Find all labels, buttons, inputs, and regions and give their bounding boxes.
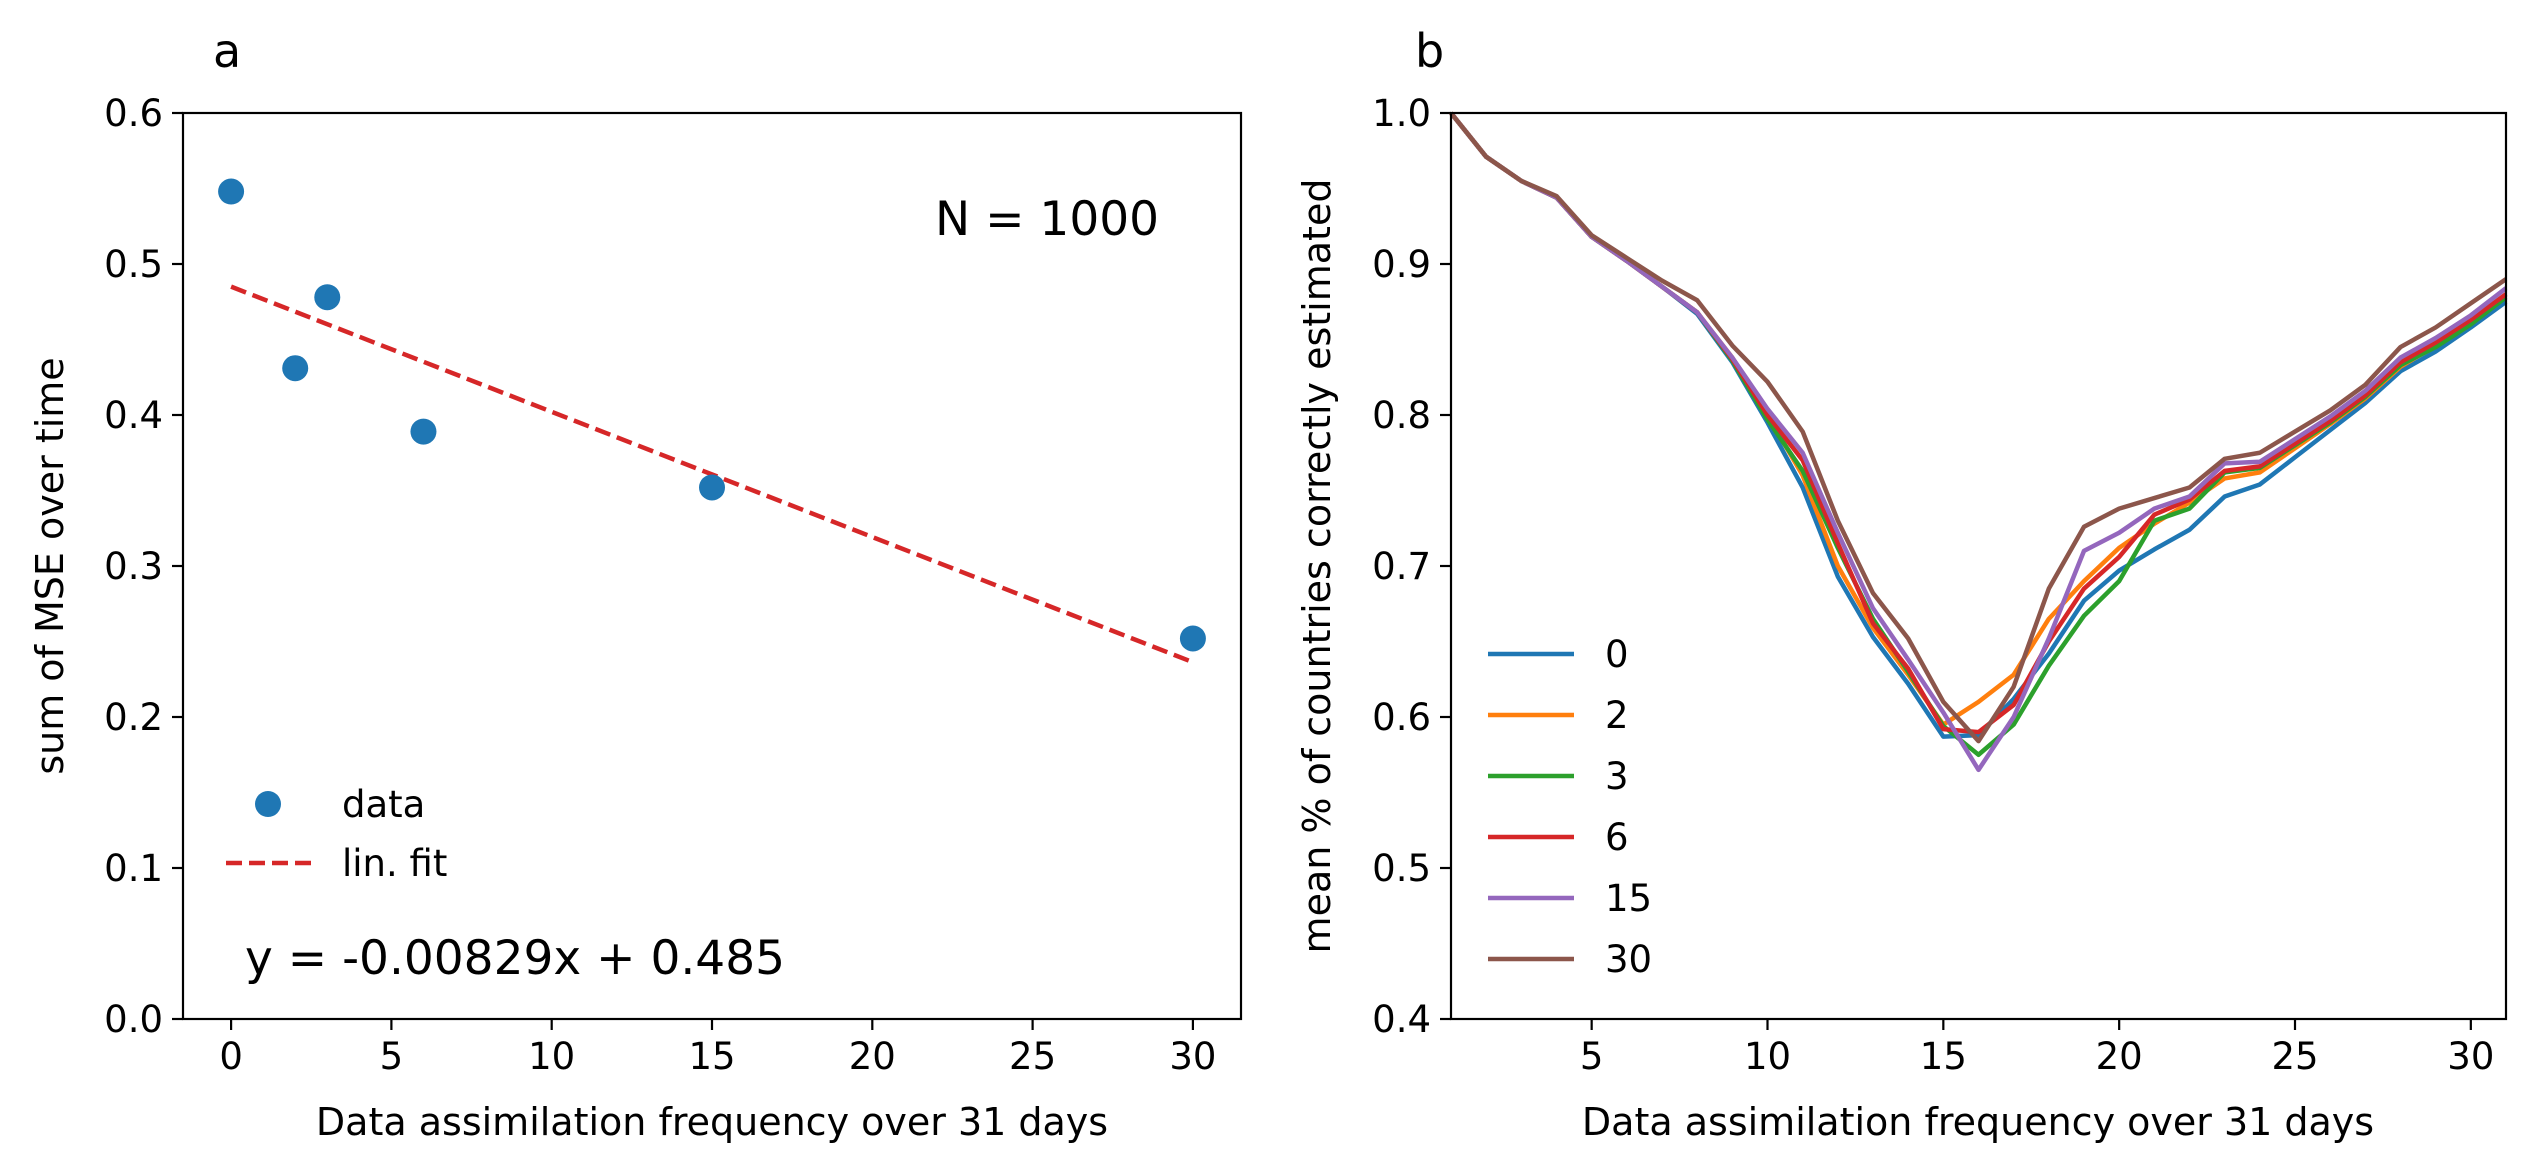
panel-a-y-tick-label: 0.5: [104, 243, 163, 286]
panel-a-x-tick-label: 25: [1009, 1035, 1056, 1078]
legend-label-6: 6: [1605, 816, 1629, 859]
panel-a-x-tick-label: 0: [219, 1035, 243, 1078]
linear-fit-line: [230, 284, 1194, 665]
series-line-15: [1449, 111, 2508, 773]
panel-a-letter: a: [213, 24, 241, 78]
panel-b-y-axis-label: mean % of countries correctly estimated: [1295, 179, 1339, 954]
fit-equation: y = -0.00829x + 0.485: [245, 931, 785, 986]
legend-data-label: data: [342, 783, 425, 826]
data-point: [410, 418, 437, 445]
panel-a-y-tick-label: 0.3: [104, 545, 163, 588]
data-point: [1179, 625, 1206, 652]
panel-b-legend: 0 2 3 6 15 30: [1488, 633, 1652, 981]
panel-b-x-tick-label: 30: [2447, 1035, 2494, 1078]
series-line-30: [1449, 111, 2508, 744]
panel-b-y-tick-label: 0.7: [1372, 545, 1431, 588]
panel-a-y-tick-label: 0.2: [104, 696, 163, 739]
panel-a-y-tick-label: 0.6: [104, 92, 163, 135]
panel-a-legend: data lin. fit: [226, 783, 447, 885]
panel-a-axes-frame: [181, 111, 1243, 1021]
panel-b-ticks: 5 10 15 20 25 300.40.50.60.70.80.91.0: [1372, 92, 2494, 1078]
panel-a-ticks: 0 5 10 15 20 25 30 0.0 0.1 0.2 0.3 0.4 0.5 0.6: [104, 92, 1216, 1078]
panel-b-letter: b: [1415, 24, 1444, 78]
legend-label-3: 3: [1605, 755, 1629, 798]
panel-a-x-tick-label: 10: [528, 1035, 575, 1078]
panel-b-y-tick-label: 0.4: [1372, 998, 1431, 1041]
panel-a-data-points: [218, 178, 1206, 652]
panel-b: b 5 10 15 20 25 30 0.4 0.5 0.6 0.7 0.8 0.9 1.0 0 2 3 6 1…: [1295, 24, 2508, 1144]
panel-b-x-tick-label: 15: [1920, 1035, 1967, 1078]
panel-b-series-lines: [1449, 111, 2508, 773]
panel-b-y-tick-label: 0.6: [1372, 696, 1431, 739]
panel-b-axes-frame: [1449, 111, 2508, 1021]
data-point: [282, 355, 309, 382]
panel-a-y-tick-label: 0.4: [104, 394, 163, 437]
data-point: [699, 474, 725, 501]
panel-a-y-axis-label: sum of MSE over time: [28, 357, 72, 774]
legend-label-30: 30: [1605, 938, 1652, 981]
legend-data-marker: [255, 791, 281, 817]
panel-b-y-tick-label: 0.9: [1372, 243, 1431, 286]
legend-fit-label: lin. fit: [342, 842, 447, 885]
panel-a-y-tick-label: 0.0: [104, 998, 163, 1041]
panel-a-x-tick-label: 5: [380, 1035, 404, 1078]
panel-a: a 0 5 10 15 20 25 30 0.0 0.1 0.2 0.3 0.4 0.5 0.6 N = …: [28, 24, 1243, 1144]
n-annotation: N = 1000: [935, 192, 1159, 247]
panel-b-x-tick-label: 5: [1580, 1035, 1604, 1078]
data-point: [218, 178, 245, 205]
panel-b-y-tick-label: 1.0: [1372, 92, 1431, 135]
panel-b-x-tick-label: 10: [1744, 1035, 1791, 1078]
panel-a-x-axis-label: Data assimilation frequency over 31 days: [316, 1100, 1108, 1144]
panel-a-x-tick-label: 20: [849, 1035, 896, 1078]
panel-b-x-tick-label: 25: [2271, 1035, 2318, 1078]
panel-b-x-axis-label: Data assimilation frequency over 31 days: [1582, 1100, 2374, 1144]
data-point: [314, 284, 341, 311]
panel-a-y-tick-label: 0.1: [104, 847, 163, 890]
panel-b-y-tick-label: 0.8: [1372, 394, 1431, 437]
panel-a-x-tick-label: 15: [688, 1035, 735, 1078]
legend-label-2: 2: [1605, 694, 1629, 737]
legend-label-0: 0: [1605, 633, 1629, 676]
legend-label-15: 15: [1605, 877, 1652, 920]
panel-a-x-tick-label: 30: [1169, 1035, 1216, 1078]
panel-b-x-tick-label: 20: [2096, 1035, 2143, 1078]
panel-b-y-tick-label: 0.5: [1372, 847, 1431, 890]
